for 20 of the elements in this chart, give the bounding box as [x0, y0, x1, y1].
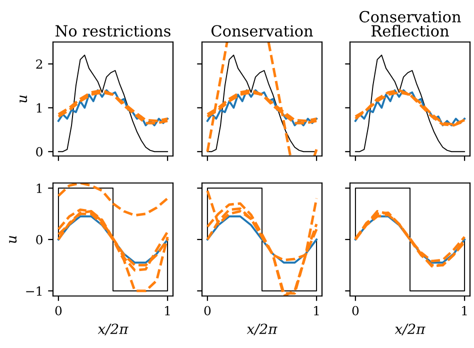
- x-tick-label: 0: [352, 306, 359, 316]
- y-axis-title: u: [9, 236, 17, 244]
- chart-title: Conservation: [212, 25, 313, 37]
- x-tick-label: 1: [462, 306, 467, 316]
- x-tick-label: 1: [165, 306, 170, 316]
- chart-title: Conservation Reflection: [360, 10, 461, 37]
- y-tick-label: −1: [26, 286, 42, 296]
- x-tick-label: 0: [55, 306, 62, 316]
- chart-title: No restrictions: [56, 25, 170, 37]
- x-tick-label: 0: [204, 306, 211, 316]
- y-axis-title: u: [20, 96, 28, 103]
- x-axis-title: x/2π: [98, 324, 128, 336]
- y-tick-label: 0: [36, 147, 42, 157]
- x-axis-title: x/2π: [394, 324, 426, 336]
- y-tick-label: 0: [36, 234, 42, 244]
- y-tick-label: 1: [36, 103, 42, 113]
- x-axis-title: x/2π: [246, 324, 278, 336]
- y-tick-label: 1: [36, 184, 42, 193]
- x-tick-label: 1: [314, 306, 319, 316]
- y-tick-label: 2: [36, 59, 42, 69]
